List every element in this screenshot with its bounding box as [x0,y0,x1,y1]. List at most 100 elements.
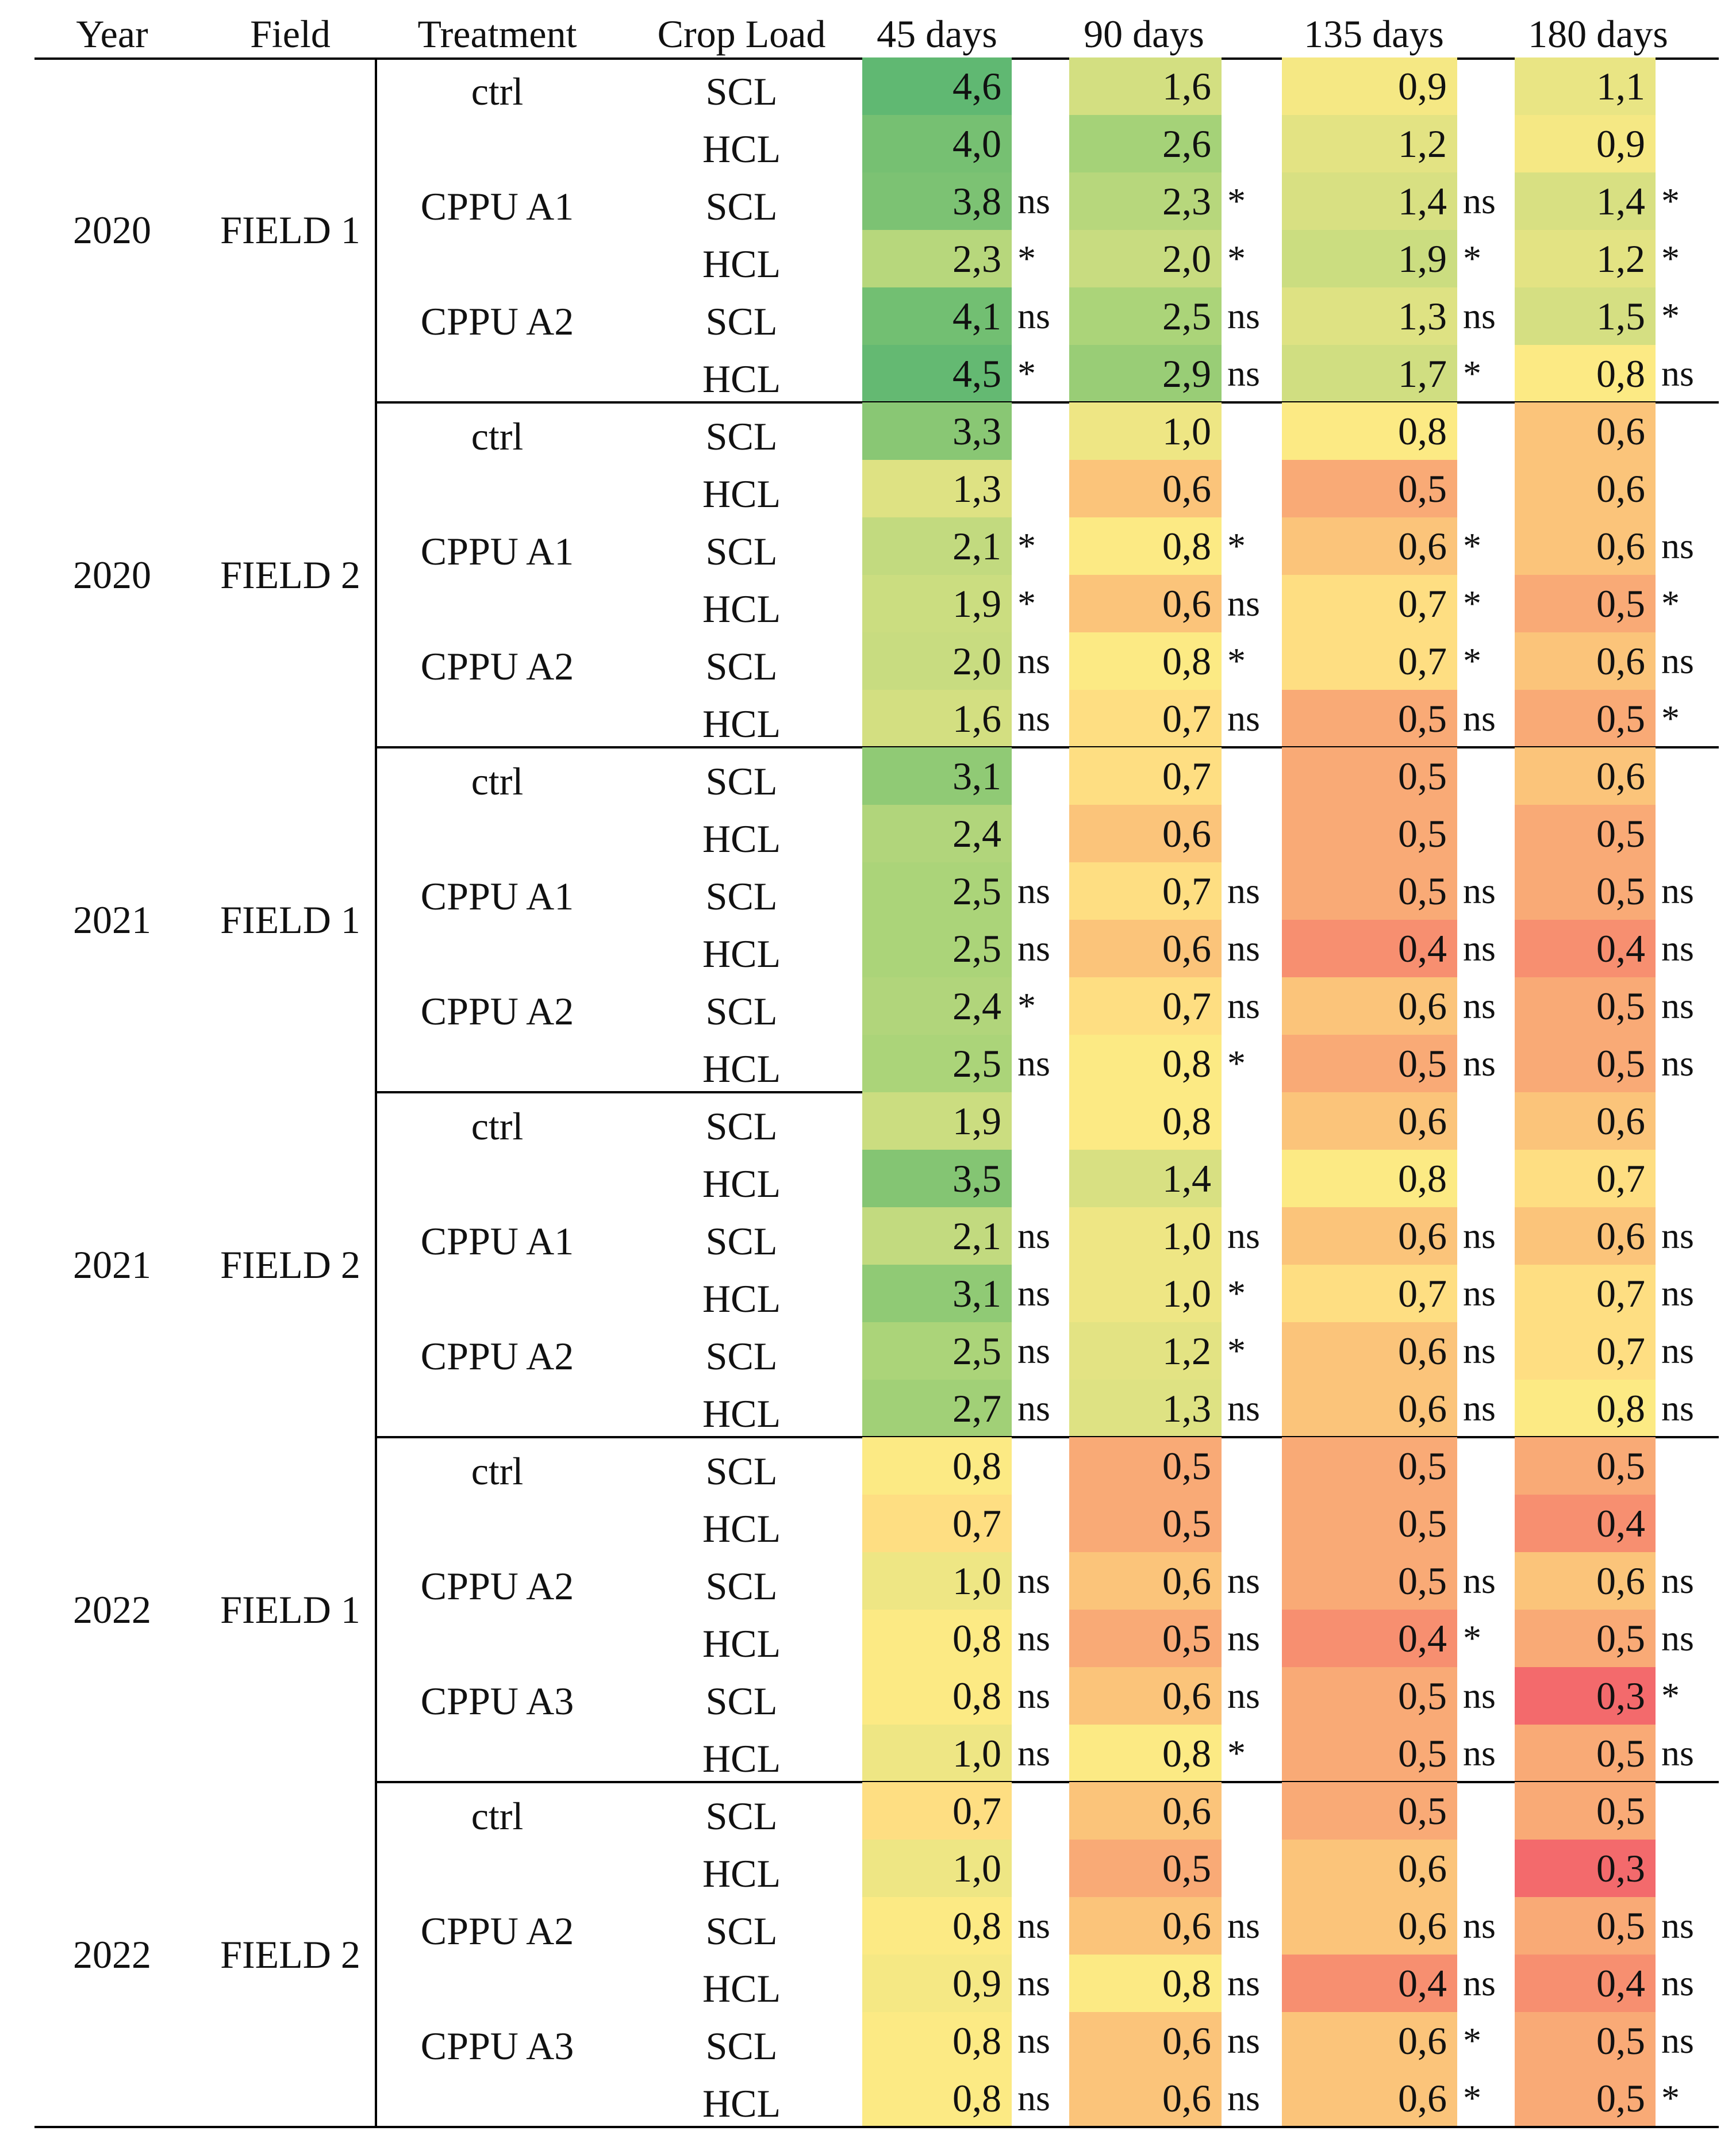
crop-load-label: HCL [702,1737,781,1780]
significance-mark: ns [1463,1215,1496,1256]
significance-mark: * [1463,2020,1481,2061]
year-label: 2020 [73,553,151,597]
heat-cell: 0,8 [1069,632,1222,690]
significance-mark: ns [1463,928,1496,969]
header-treatment: Treatment [417,12,577,56]
crop-load-label: HCL [702,1622,781,1665]
heat-cell: 0,4 [1282,1955,1457,2012]
heat-cell: 0,5 [1069,1840,1222,1897]
treatment-label: CPPU A2 [420,1909,574,1953]
treatment-label: CPPU A1 [420,529,574,573]
crop-load-label: HCL [702,587,781,631]
significance-mark: * [1017,353,1036,394]
crop-load-label: HCL [702,932,781,976]
crop-load-label: HCL [702,2082,781,2125]
heat-cell: 0,5 [1069,1437,1222,1495]
group-separator [375,401,1719,404]
heat-cell: 1,3 [862,460,1012,517]
heat-cell: 0,8 [1515,345,1656,402]
heat-cell: 0,9 [1282,57,1457,115]
heat-cell: 0,7 [1515,1322,1656,1380]
heat-cell: 2,0 [862,632,1012,690]
significance-mark: ns [1227,583,1260,624]
heat-cell: 1,0 [862,1552,1012,1610]
heat-cell: 0,5 [1515,1897,1656,1955]
group-divider-vertical [375,747,377,1092]
significance-mark: ns [1463,1043,1496,1084]
treatment-label: CPPU A1 [420,874,574,918]
heat-cell: 0,6 [1515,1207,1656,1265]
heat-cell: 1,4 [1515,172,1656,230]
heat-cell: 0,6 [1282,1207,1457,1265]
heat-cell: 0,5 [1282,460,1457,517]
treatment-label: CPPU A2 [420,644,574,688]
significance-mark: * [1661,295,1680,336]
significance-mark: ns [1017,2078,1050,2118]
heat-cell: 0,6 [1282,517,1457,575]
heat-cell: 1,5 [1515,287,1656,345]
heat-cell: 2,4 [862,805,1012,862]
heat-cell: 2,9 [1069,345,1222,402]
significance-mark: ns [1017,1963,1050,2003]
heat-cell: 0,5 [1515,2012,1656,2070]
header-135-days: 135 days [1304,12,1444,56]
heat-cell: 0,9 [1515,115,1656,172]
significance-mark: * [1463,2078,1481,2118]
heat-cell: 0,3 [1515,1667,1656,1725]
crop-load-label: HCL [702,1162,781,1205]
significance-mark: ns [1017,640,1050,681]
significance-mark: ns [1463,1330,1496,1371]
heat-cell: 0,5 [1069,1610,1222,1667]
header-90-days: 90 days [1084,12,1204,56]
heat-cell: 0,4 [1515,1495,1656,1552]
treatment-label: CPPU A3 [420,2024,574,2068]
significance-mark: ns [1227,2020,1260,2061]
heat-cell: 2,7 [862,1380,1012,1437]
heat-cell: 2,4 [862,977,1012,1035]
significance-mark: * [1463,238,1481,279]
significance-mark: ns [1463,295,1496,336]
heat-cell: 0,6 [1282,1092,1457,1150]
field-label: FIELD 2 [220,1933,360,1976]
heat-cell: 0,6 [1069,460,1222,517]
header-crop-load: Crop Load [657,12,826,56]
treatment-label: ctrl [471,759,524,803]
heat-cell: 0,6 [1069,1667,1222,1725]
heat-cell: 0,6 [1069,1552,1222,1610]
significance-mark: ns [1661,1733,1694,1773]
significance-mark: ns [1227,295,1260,336]
heat-cell: 0,6 [1515,517,1656,575]
significance-mark: ns [1661,870,1694,911]
heat-cell: 0,6 [1515,402,1656,460]
significance-mark: ns [1463,698,1496,739]
significance-mark: ns [1017,1560,1050,1601]
significance-mark: ns [1017,1675,1050,1716]
heat-cell: 0,9 [862,1955,1012,2012]
significance-mark: ns [1227,2078,1260,2118]
heat-cell: 0,5 [1282,1667,1457,1725]
treatment-label: ctrl [471,1794,524,1838]
heat-cell: 0,5 [1282,1437,1457,1495]
treatment-label: ctrl [471,414,524,458]
significance-mark: ns [1017,1388,1050,1429]
crop-load-label: HCL [702,357,781,401]
header-field: Field [250,12,331,56]
field-label: FIELD 2 [220,553,360,597]
heat-cell: 0,7 [1069,690,1222,747]
significance-mark: ns [1227,1675,1260,1716]
significance-mark: * [1227,238,1246,279]
treatment-label: CPPU A2 [420,1564,574,1608]
treatment-label: CPPU A2 [420,1334,574,1378]
significance-mark: ns [1227,1905,1260,1946]
group-separator [375,746,1719,748]
significance-mark: * [1017,583,1036,624]
significance-mark: ns [1017,928,1050,969]
significance-mark: ns [1227,1963,1260,2003]
significance-mark: ns [1463,1388,1496,1429]
heat-cell: 0,7 [862,1495,1012,1552]
heat-cell: 2,5 [862,1035,1012,1092]
heat-cell: 0,7 [1282,632,1457,690]
heat-cell: 1,7 [1282,345,1457,402]
significance-mark: ns [1463,1675,1496,1716]
significance-mark: ns [1017,2020,1050,2061]
